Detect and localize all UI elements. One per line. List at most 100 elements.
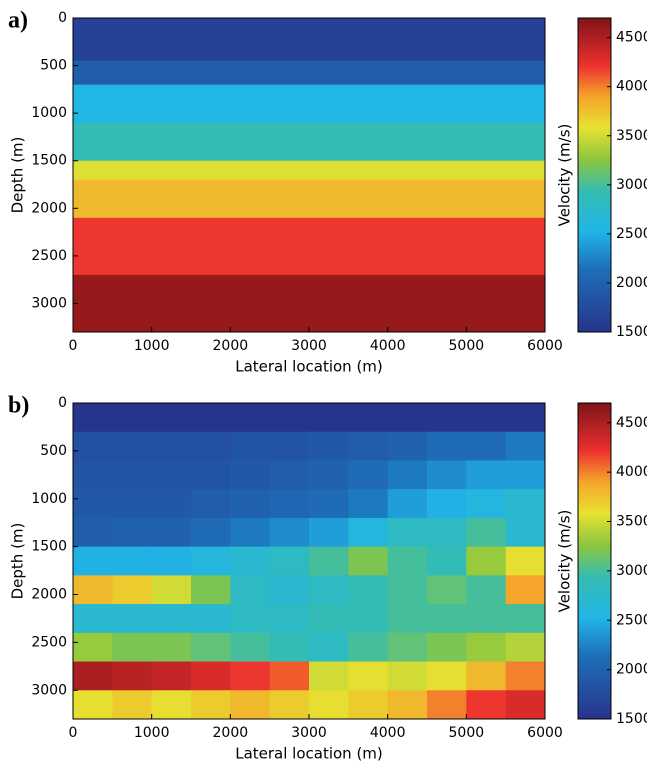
heatmap-cell [427, 517, 467, 548]
colorbar [577, 17, 612, 333]
heatmap-cell [230, 517, 271, 548]
heatmap-cell [309, 460, 349, 490]
y-tick-label: 3000 [31, 295, 67, 311]
heatmap-cell [387, 403, 428, 433]
heatmap-cell [387, 661, 428, 691]
heatmap-cell [466, 460, 507, 490]
heatmap-cell [191, 632, 231, 663]
heatmap-cell [73, 690, 113, 720]
heatmap-cell [505, 489, 546, 519]
x-tick-label: 0 [69, 725, 78, 741]
y-axis-label: Depth (m) [9, 137, 27, 214]
heatmap-cell [348, 632, 389, 663]
y-tick-label: 1500 [31, 539, 67, 555]
heatmap-cell [230, 575, 271, 605]
heatmap-cell [112, 546, 153, 576]
x-tick-label: 3000 [291, 338, 327, 354]
heatmap-cell [230, 403, 271, 433]
colorbar-tick-label: 4000 [616, 464, 647, 480]
heatmap-cell [427, 632, 467, 663]
heatmap-cell [73, 517, 113, 548]
heatmap-cell [73, 217, 546, 276]
x-tick-label: 5000 [449, 725, 485, 741]
x-tick-label: 5000 [449, 338, 485, 354]
y-tick-label: 0 [58, 395, 67, 411]
heatmap-cell [387, 546, 428, 576]
heatmap-cell [112, 604, 153, 634]
y-axis-label: Depth (m) [9, 523, 27, 600]
heatmap-cell [191, 604, 231, 634]
y-tick-label: 3000 [31, 682, 67, 698]
heatmap-cell [73, 160, 546, 181]
heatmap-cell [466, 517, 507, 548]
heatmap-cell [151, 431, 192, 461]
heatmap-cell [309, 431, 349, 461]
y-tick-label: 2500 [31, 248, 67, 264]
colorbar-tick-label: 1500 [616, 324, 647, 340]
colorbar-tick-label: 2000 [616, 662, 647, 678]
heatmap-cell [387, 604, 428, 634]
heatmap-cell [309, 661, 349, 691]
heatmap-cell [191, 460, 231, 490]
heatmap-cell [73, 460, 113, 490]
heatmap-cell [387, 690, 428, 720]
heatmap-cell [151, 575, 192, 605]
heatmap-cell [269, 546, 310, 576]
x-tick-label: 1000 [134, 338, 170, 354]
heatmap-cell [505, 431, 546, 461]
heatmap-cell [505, 690, 546, 720]
heatmap-cell [466, 546, 507, 576]
heatmap-cell [269, 604, 310, 634]
heatmap-cell [505, 661, 546, 691]
heatmap-cell [73, 60, 546, 86]
colorbar-tick-label: 2000 [616, 275, 647, 291]
y-tick-label: 0 [58, 10, 67, 26]
heatmap-cell [112, 431, 153, 461]
heatmap-cell [191, 575, 231, 605]
heatmap-cell [191, 489, 231, 519]
heatmap-cell [505, 403, 546, 433]
heatmap-cell [309, 489, 349, 519]
heatmap-cell [348, 690, 389, 720]
heatmap-cell [505, 460, 546, 490]
y-tick-label: 500 [40, 443, 67, 459]
heatmap-cell [387, 632, 428, 663]
heatmap-cell [151, 489, 192, 519]
heatmap-cell [73, 575, 113, 605]
heatmap-cell [427, 546, 467, 576]
panel-label: a) [8, 8, 28, 34]
heatmap-cell [387, 575, 428, 605]
heatmap-cell [269, 575, 310, 605]
colorbar-label: Velocity (m/s) [556, 510, 574, 613]
heatmap-cell [73, 546, 113, 576]
heatmap-cell [309, 546, 349, 576]
heatmap-cell [230, 690, 271, 720]
heatmap-cell [230, 546, 271, 576]
heatmap-cell [151, 690, 192, 720]
y-tick-label: 2000 [31, 200, 67, 216]
heatmap-cell [466, 661, 507, 691]
heatmap-cell [466, 489, 507, 519]
heatmap-cell [348, 517, 389, 548]
heatmap-cell [309, 604, 349, 634]
heatmap-cell [505, 575, 546, 605]
heatmap-cell [505, 517, 546, 548]
heatmap-cell [348, 661, 389, 691]
heatmap-cell [427, 604, 467, 634]
heatmap-cell [269, 460, 310, 490]
heatmap-cell [269, 489, 310, 519]
colorbar-tick-label: 3000 [616, 177, 647, 193]
heatmap-cell [348, 460, 389, 490]
colorbar-tick-label: 4500 [616, 415, 647, 431]
heatmap-cell [191, 546, 231, 576]
heatmap-cell [269, 403, 310, 433]
x-tick-label: 6000 [527, 338, 563, 354]
heatmap-cell [309, 403, 349, 433]
heatmap-cell [309, 517, 349, 548]
colorbar-tick-label: 2500 [616, 226, 647, 242]
x-axis-label: Lateral location (m) [235, 358, 383, 376]
x-tick-label: 4000 [370, 725, 406, 741]
heatmap-cell [191, 517, 231, 548]
x-tick-label: 1000 [134, 725, 170, 741]
